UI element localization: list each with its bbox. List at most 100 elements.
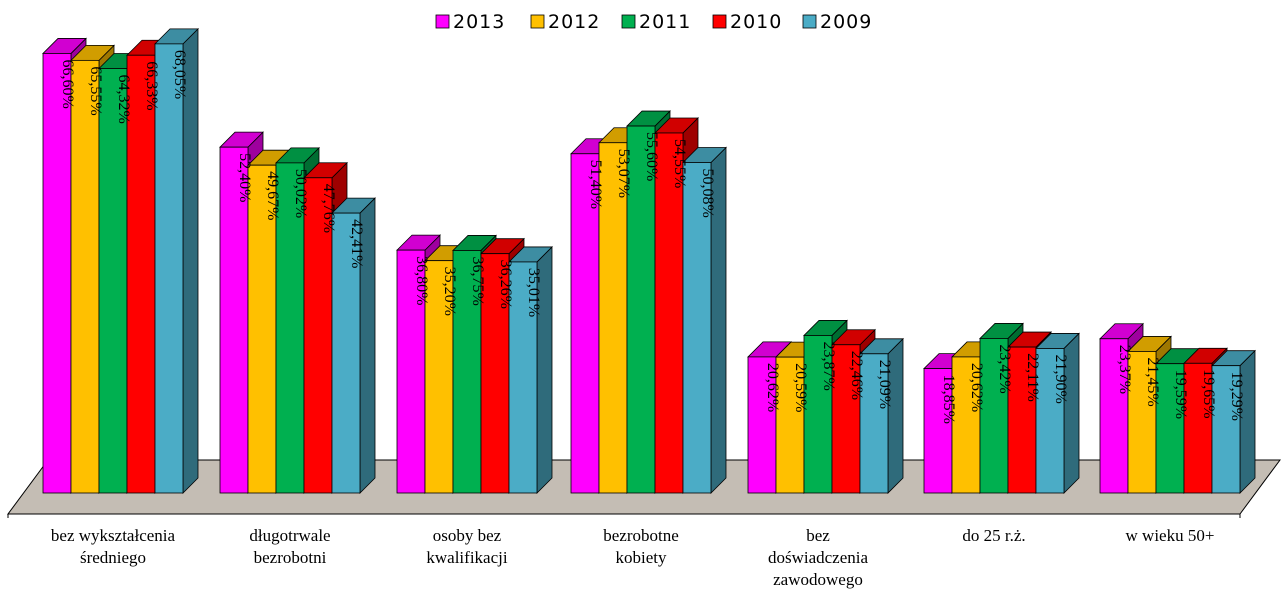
value-label: 21,90% (1052, 354, 1069, 403)
bar-front (275, 162, 305, 494)
value-label: 20,62% (764, 363, 781, 412)
category-label: osoby bez (433, 526, 502, 545)
value-label: 53,07% (615, 149, 632, 198)
category-label: bezrobotne (603, 526, 679, 545)
bar-front (331, 212, 361, 494)
bar-2009-5 (1035, 332, 1080, 494)
category-label: bez wykształcenia (51, 526, 176, 545)
bar-front (452, 250, 482, 494)
value-label: 35,20% (441, 267, 458, 316)
category-label: kobiety (616, 548, 667, 567)
value-label: 66,33% (143, 61, 160, 110)
bar-front (98, 68, 128, 494)
category-label: długotrwale (249, 526, 330, 545)
value-label: 21,45% (1144, 357, 1161, 406)
bar-2009-4 (859, 337, 904, 494)
bar-front (831, 344, 861, 494)
value-label: 23,42% (996, 344, 1013, 393)
value-label: 22,11% (1024, 353, 1041, 402)
value-label: 36,26% (497, 260, 514, 309)
bar-2009-3 (682, 146, 727, 494)
value-label: 51,40% (587, 160, 604, 209)
value-label: 23,37% (1116, 345, 1133, 394)
legend-swatch (435, 14, 450, 29)
value-label: 19,65% (1200, 369, 1217, 418)
legend-swatch (802, 14, 817, 29)
legend-label: 2012 (548, 11, 600, 33)
value-label: 47,76% (320, 184, 337, 233)
bar-2009-2 (508, 245, 553, 494)
bar-2009-0 (154, 27, 199, 494)
value-label: 65,55% (87, 66, 104, 115)
value-label: 35,01% (525, 268, 542, 317)
bar-front (626, 125, 656, 494)
bar-front (859, 353, 889, 494)
value-labels-layer: 66,60% 65,55% 64,32% 66,33% 68,05% 52,40% 49,6… (59, 50, 1245, 424)
bar-2009-6 (1211, 349, 1256, 494)
bar-front (508, 261, 538, 494)
legend-label: 2013 (453, 11, 505, 33)
value-label: 23,87% (820, 341, 837, 390)
bar-front (979, 338, 1009, 494)
value-label: 64,32% (115, 74, 132, 123)
value-label: 49,67% (264, 171, 281, 220)
bar-front (154, 43, 184, 494)
bar-front (598, 142, 628, 494)
bar-2009-1 (331, 197, 376, 494)
value-label: 20,62% (968, 363, 985, 412)
bar-front (747, 356, 777, 494)
value-label: 36,75% (469, 256, 486, 305)
bar-front (303, 177, 333, 494)
legend-swatch (530, 14, 545, 29)
bar-front (1155, 363, 1185, 494)
value-label: 55,60% (643, 132, 660, 181)
legend-item-2011: 2011 (621, 11, 691, 33)
value-label: 50,08% (699, 168, 716, 217)
bar-front (923, 368, 953, 494)
legend-label: 2009 (820, 11, 872, 33)
bar-front (480, 253, 510, 494)
value-label: 21,09% (876, 360, 893, 409)
bar-front (1099, 338, 1129, 494)
bar-front (126, 54, 156, 494)
bar-front (247, 164, 277, 494)
legend-item-2013: 2013 (435, 11, 505, 33)
legend-swatch (621, 14, 636, 29)
value-label: 68,05% (171, 50, 188, 99)
bar-front (70, 59, 100, 494)
category-label: średniego (80, 548, 146, 567)
category-label: bez (806, 526, 830, 545)
value-label: 66,60% (59, 59, 76, 108)
category-label: bezrobotni (254, 548, 327, 567)
value-label: 36,80% (413, 256, 430, 305)
legend-swatch (712, 14, 727, 29)
bar-front (775, 356, 805, 494)
bar-front (1127, 351, 1157, 494)
value-label: 22,46% (848, 351, 865, 400)
value-label: 19,59% (1172, 370, 1189, 419)
legend-item-2010: 2010 (712, 11, 782, 33)
bar-front (1211, 365, 1241, 494)
category-labels-layer: bez wykształcenia średniego długotrwale bez… (51, 526, 1215, 589)
bar-front (803, 335, 833, 494)
category-label: zawodowego (773, 570, 863, 589)
category-label: kwalifikacji (426, 548, 507, 567)
value-label: 52,40% (236, 153, 253, 202)
legend-label: 2011 (639, 11, 691, 33)
legend-item-2012: 2012 (530, 11, 600, 33)
value-label: 42,41% (348, 219, 365, 268)
value-label: 18,85% (940, 375, 957, 424)
bar-front (1183, 362, 1213, 494)
bar-front (1035, 348, 1065, 494)
bar-front (219, 146, 249, 494)
category-label: w wieku 50+ (1126, 526, 1215, 545)
bars-layer (42, 27, 1256, 494)
category-label: doświadczenia (768, 548, 869, 567)
legend-label: 2010 (730, 11, 782, 33)
category-label: do 25 r.ż. (962, 526, 1025, 545)
bar-front (42, 53, 72, 494)
bar-front (654, 132, 684, 494)
value-label: 19,29% (1228, 372, 1245, 421)
legend-item-2009: 2009 (802, 11, 872, 33)
